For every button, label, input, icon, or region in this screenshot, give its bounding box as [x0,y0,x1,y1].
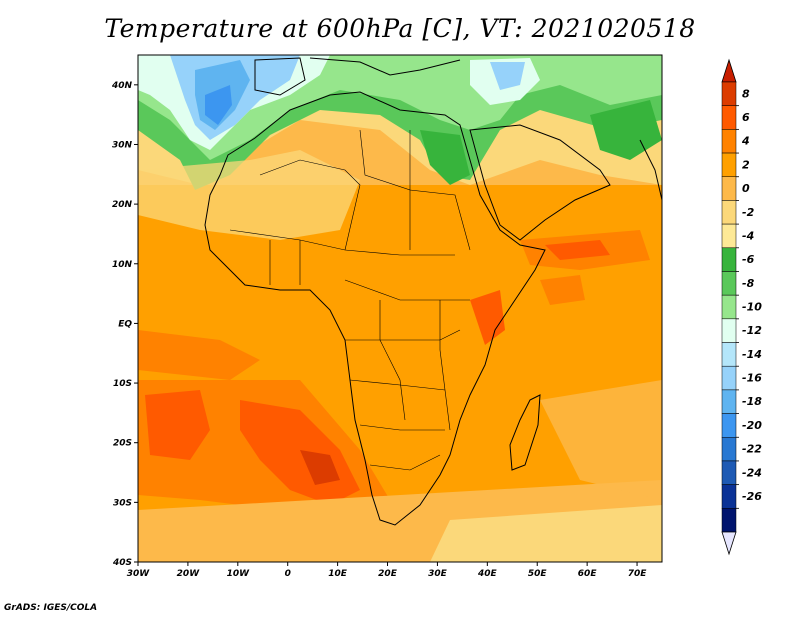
colorbar-swatch [721,105,737,130]
colorbar-swatch [721,223,737,249]
map-title: Temperature at 600hPa [C], VT: 202102051… [104,14,696,43]
coastlines [204,57,662,526]
colorbar-label: 2 [742,158,750,171]
lon-label: 30E [428,569,448,579]
lat-label: 30S [113,498,132,508]
colorbar-swatch [721,365,737,391]
colorbar-label: -22 [742,443,762,456]
colorbar-label: -18 [742,395,762,408]
colorbar-swatch [721,200,737,225]
borders [229,129,471,471]
colorbar-swatch [721,413,737,438]
colorbar-under-arrow [721,531,737,556]
colorbar: 8 6 4 2 0 -2 -4 -6 -8 -10 -12 -14 -16 -18 -20 -22 -24 -26 [721,58,762,556]
colorbar-label: 4 [741,135,750,148]
colorbar-label: -12 [742,324,762,337]
madagascar-coastline [509,394,541,471]
colorbar-swatch [721,318,737,343]
lat-label: EQ [118,319,132,329]
lon-label: 50E [528,569,548,579]
grads-credit: GrADS: IGES/COLA [4,603,98,613]
iberia-coastline [254,57,306,96]
colorbar-label: -10 [742,301,762,314]
colorbar-label: 6 [742,111,750,124]
lat-label: 20S [113,439,132,449]
colorbar-label: -4 [742,229,754,242]
colorbar-label: 0 [742,182,750,195]
lat-label: 10S [113,379,132,389]
colorbar-swatch [721,81,737,106]
colorbar-swatch [721,389,737,414]
lon-label: 60E [578,569,598,579]
lon-label: 20E [378,569,398,579]
lat-label: 20N [112,200,133,210]
lon-label: 10W [227,569,251,579]
lon-label: 20W [177,569,201,579]
lat-label: 30N [112,140,133,150]
colorbar-label: -2 [742,206,755,219]
colorbar-swatch [721,247,737,272]
colorbar-swatch [721,508,737,533]
colorbar-label: 8 [742,87,750,100]
arabia-coastline [469,124,611,241]
colorbar-label: -14 [742,348,762,361]
colorbar-label: -20 [742,419,762,432]
europe-coastline [309,57,461,76]
colorbar-swatch [721,176,737,201]
axis-labels: 30W 20W 10W 0 10E 20E 30E 40E 50E 60E 70E 40N 30N 20N… [111,81,647,579]
colorbar-label: -8 [742,277,755,290]
colorbar-swatch [721,129,737,154]
colorbar-swatch [721,342,737,367]
lon-label: 70E [628,569,648,579]
colorbar-swatch [721,271,737,296]
lon-label: 30W [127,569,151,579]
colorbar-label: -16 [742,372,762,385]
colorbar-swatch [721,484,737,509]
lon-label: 0 [285,569,291,579]
colorbar-swatch [721,460,737,485]
africa-coastline [204,91,546,526]
colorbar-label: -24 [742,466,762,479]
axis-ticks [134,84,638,566]
colorbar-swatch [721,437,737,462]
map-frame [137,54,663,563]
lon-label: 10E [328,569,348,579]
india-coastline [639,139,662,201]
lon-label: 40E [477,569,498,579]
lat-label: 40S [112,558,132,568]
colorbar-swatch [721,152,737,177]
lat-label: 10N [112,260,133,270]
colorbar-swatch [721,294,737,320]
temperature-field [138,55,662,562]
colorbar-label: -6 [742,253,755,266]
colorbar-over-arrow [721,58,737,83]
colorbar-label: -26 [742,490,762,503]
lat-label: 40N [111,81,133,91]
